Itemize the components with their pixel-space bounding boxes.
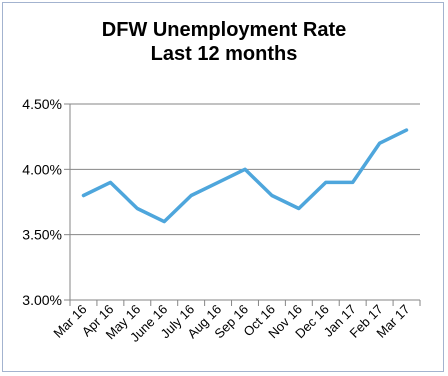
y-tick-label: 4.50% (22, 96, 62, 112)
y-tick-labels: 3.00% 3.50% 4.00% 4.50% (22, 96, 62, 308)
y-tick-label: 3.50% (22, 227, 62, 243)
series-line (81, 128, 409, 224)
axes (64, 103, 421, 306)
chart-frame (2, 2, 444, 372)
chart-title-line-2: Last 12 months (150, 43, 298, 65)
y-tick-label: 3.00% (22, 292, 62, 308)
y-tick-label: 4.00% (22, 161, 62, 177)
series-layer (81, 128, 409, 224)
chart-title-line-1: DFW Unemployment Rate (101, 19, 347, 41)
chart-title: DFW Unemployment Rate Last 12 months (0, 18, 448, 66)
